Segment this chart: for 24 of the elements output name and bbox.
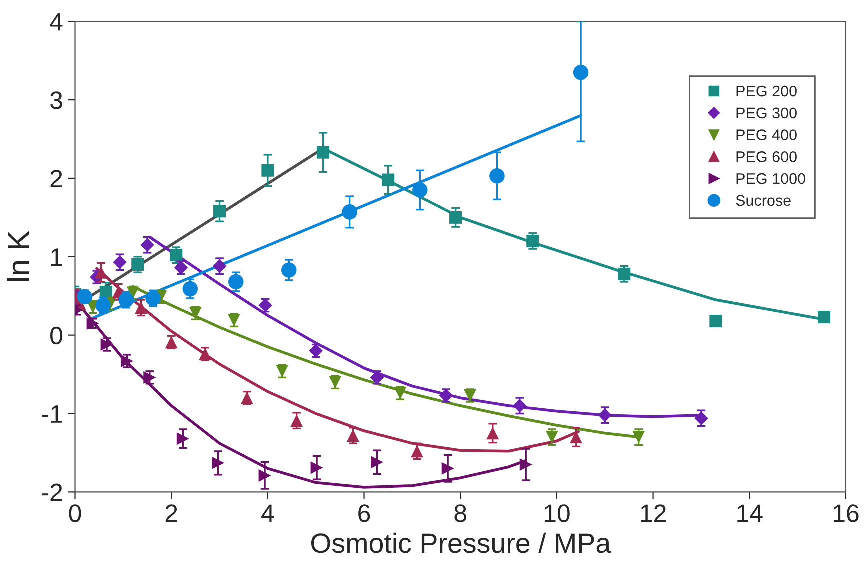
legend-label: PEG 300 [736,108,797,119]
legend-label: PEG 400 [736,130,797,140]
x-tick-label: 0 [69,504,82,522]
y-tick-label: -2 [42,484,62,502]
x-tick-label: 6 [358,504,370,522]
x-tick-label: 8 [454,504,466,522]
y-tick-label: 4 [50,13,63,31]
x-tick-label: 14 [738,504,763,522]
x-tick-label: 4 [262,504,274,522]
y-axis-title: ln K [7,230,30,282]
y-tick-label: 2 [50,170,62,188]
legend-label: PEG 200 [736,86,797,97]
legend-label: PEG 1000 [736,173,806,184]
x-tick-label: 10 [544,504,570,522]
y-tick-label: 0 [50,326,62,345]
y-tick-label: -1 [42,406,62,423]
legend-label: Sucrose [736,195,791,206]
x-tick-label: 16 [834,504,859,522]
x-axis-title: Osmotic Pressure / MPa [311,532,612,554]
y-tick-label: 1 [51,248,62,266]
legend-label: PEG 600 [736,152,797,162]
x-tick-label: 2 [166,504,178,522]
y-tick-label: 3 [50,92,62,110]
x-tick-label: 12 [641,504,666,522]
